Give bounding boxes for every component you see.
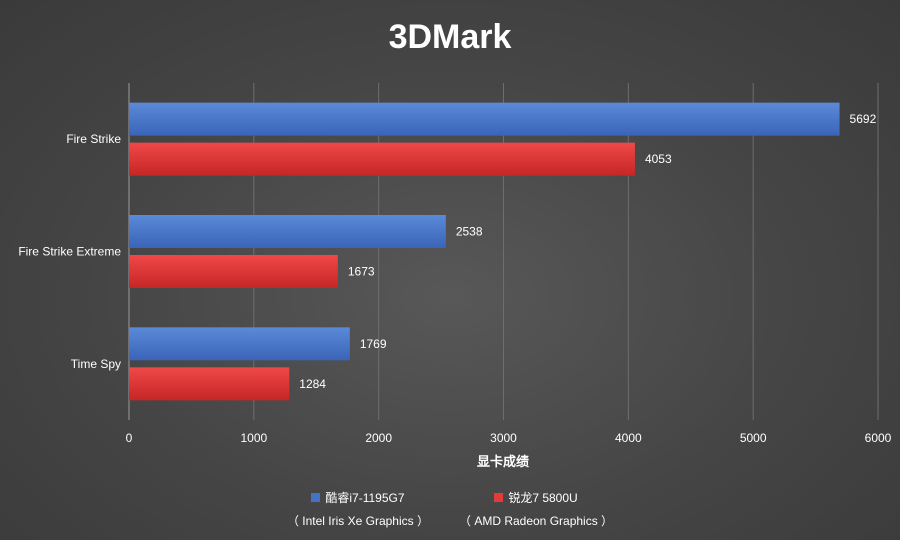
x-tick-label: 5000 [740,431,767,445]
data-label: 2538 [456,225,483,239]
data-label: 1284 [299,377,326,391]
legend-swatch-blue [311,493,321,502]
x-tick-label: 6000 [865,431,892,445]
x-tick-label: 4000 [615,431,642,445]
legend-label: 锐龙7 5800U [508,491,578,505]
labels: 0 1000 2000 3000 4000 5000 6000 Fire Strike 5692… [18,112,891,445]
data-label: 4053 [645,152,672,166]
data-label: 1769 [360,337,387,351]
category-label: Fire Strike Extreme [18,245,121,259]
bars [129,102,840,401]
x-tick-label: 1000 [240,431,267,445]
bar-intel [129,327,350,361]
legend: 酷睿i7-1195G7 （ Intel Iris Xe Graphics ） 锐… [0,489,900,529]
chart-title: 3DMark [389,18,512,56]
bar-amd [129,255,338,288]
x-axis-label: 显卡成绩 [477,454,529,470]
x-tick-label: 3000 [490,431,517,445]
data-label: 1673 [348,265,375,279]
x-tick-label: 2000 [365,431,392,445]
bar-intel [129,102,840,136]
gridlines [128,83,879,420]
category-label: Time Spy [71,357,121,371]
legend-sublabel: （ AMD Radeon Graphics ） [458,514,614,528]
legend-item-series-2[interactable]: 锐龙7 5800U （ AMD Radeon Graphics ） [459,489,613,529]
legend-swatch-red [494,493,504,502]
category-label: Fire Strike [66,132,121,146]
bar-intel [129,215,446,248]
data-label: 5692 [850,112,877,126]
legend-sublabel: （ Intel Iris Xe Graphics ） [286,514,429,528]
bar-amd [129,142,635,176]
legend-item-series-1[interactable]: 酷睿i7-1195G7 （ Intel Iris Xe Graphics ） [287,489,429,529]
bar-amd [129,367,290,401]
legend-label: 酷睿i7-1195G7 [325,491,405,505]
x-tick-label: 0 [126,431,133,445]
